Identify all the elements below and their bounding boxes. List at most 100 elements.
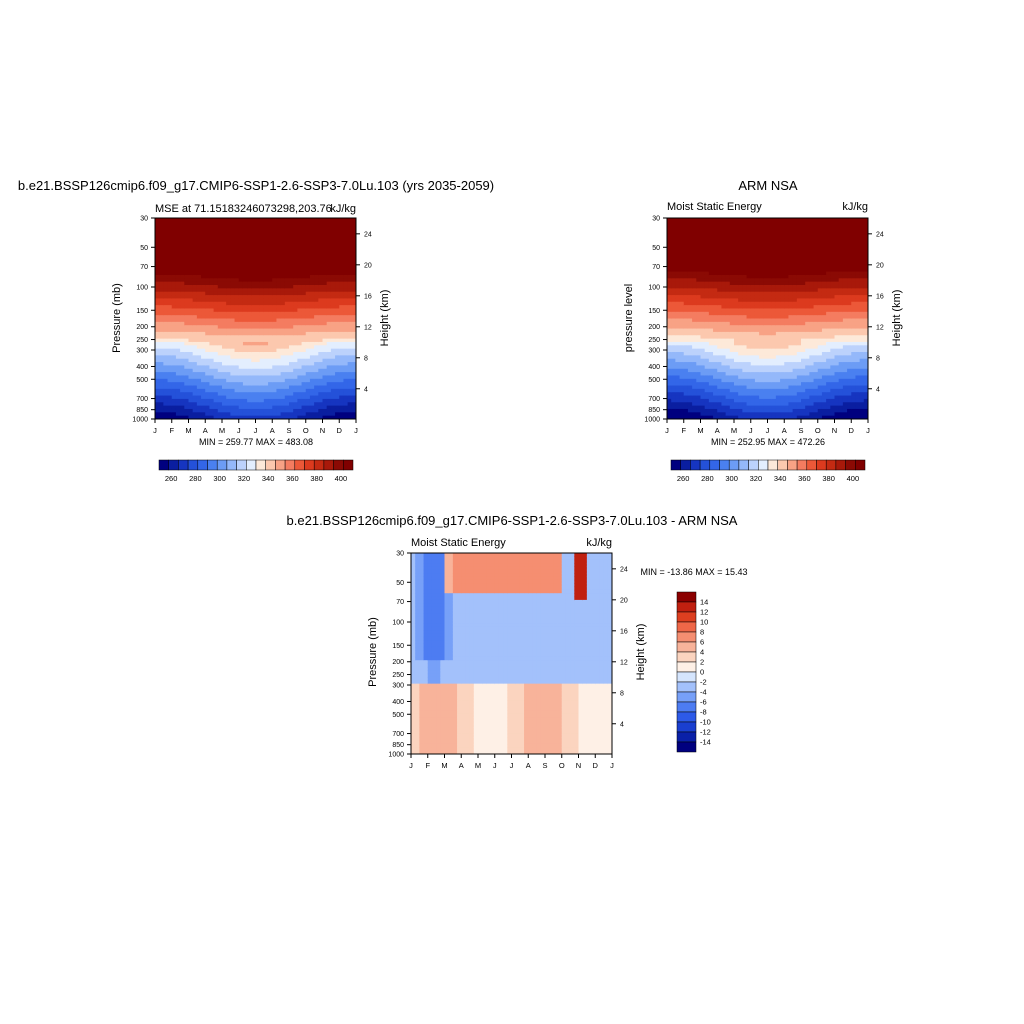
field-cell [209, 305, 215, 310]
field-cell [167, 328, 173, 333]
field-cell [339, 335, 345, 340]
field-cell [805, 231, 810, 236]
field-cell [788, 365, 794, 370]
field-cell [667, 308, 672, 313]
field-cell [272, 325, 278, 330]
field-cell [750, 382, 756, 387]
field-cell [335, 321, 340, 326]
field-cell [284, 345, 290, 350]
field-cell [742, 365, 748, 370]
field-cell [708, 352, 714, 356]
field-cell [196, 335, 202, 340]
field-cell [775, 408, 781, 413]
field-cell [729, 328, 735, 333]
field-cell [309, 352, 315, 356]
field-cell [238, 264, 244, 269]
field-cell [217, 281, 223, 286]
field-cell [330, 298, 336, 303]
field-cell [713, 382, 718, 387]
field-cell [242, 221, 248, 226]
field-cell [775, 234, 781, 239]
field-cell [667, 318, 672, 323]
field-cell [184, 268, 190, 273]
field-cell [759, 325, 764, 330]
field-cell [251, 218, 257, 222]
field-cell [675, 244, 681, 249]
field-cell [222, 258, 227, 263]
field-cell [289, 402, 294, 407]
field-cell [725, 372, 731, 377]
field-cell [289, 268, 294, 273]
colorbar-swatch [178, 459, 189, 471]
field-cell [201, 218, 206, 222]
field-cell [700, 298, 706, 303]
field-cell [351, 311, 356, 316]
field-cell [343, 398, 349, 403]
field-cell [184, 261, 190, 266]
field-cell [251, 368, 257, 373]
field-cell [771, 325, 777, 330]
field-cell [234, 341, 240, 346]
field-cell [188, 315, 194, 320]
field-cell [305, 321, 311, 326]
field-cell [309, 355, 315, 360]
field-cell [675, 291, 681, 296]
field-cell [713, 231, 718, 236]
field-cell [238, 241, 244, 246]
field-cell [280, 375, 286, 380]
field-cell [314, 405, 319, 410]
field-cell [272, 231, 278, 236]
field-cell [188, 395, 194, 400]
field-cell [725, 345, 731, 350]
field-cell [771, 234, 777, 239]
field-cell [330, 398, 336, 403]
field-cell [180, 244, 185, 249]
field-cell [322, 352, 328, 356]
field-cell [738, 341, 743, 346]
field-cell [692, 328, 697, 333]
field-cell [708, 392, 714, 397]
field-cell [213, 264, 219, 269]
field-cell [163, 331, 169, 336]
field-cell [297, 241, 303, 246]
field-cell [784, 238, 790, 243]
field-cell [196, 345, 202, 350]
field-cell [184, 298, 190, 303]
field-cell [289, 224, 294, 229]
field-cell [175, 382, 181, 387]
field-cell [217, 325, 223, 330]
field-cell [196, 385, 202, 390]
field-cell [687, 335, 693, 340]
field-cell [259, 244, 265, 249]
field-cell [297, 372, 303, 377]
field-cell [704, 382, 710, 387]
field-cell [713, 285, 718, 289]
field-cell [222, 278, 227, 283]
field-cell [713, 358, 718, 363]
field-cell [293, 341, 298, 346]
field-cell [175, 241, 181, 246]
field-cell [754, 405, 760, 410]
field-cell [683, 221, 689, 226]
field-cell [746, 321, 752, 326]
field-cell [775, 415, 781, 419]
field-cell [734, 238, 739, 243]
field-cell [339, 318, 345, 323]
field-cell [729, 241, 735, 246]
field-cell [667, 375, 672, 380]
field-cell [696, 248, 702, 253]
field-cell [163, 405, 169, 410]
field-cell [226, 325, 231, 330]
field-cell [284, 311, 290, 316]
field-cell [343, 362, 349, 366]
field-cell [683, 254, 689, 259]
field-cell [234, 241, 240, 246]
field-cell [301, 375, 307, 380]
field-cell [155, 325, 160, 330]
field-cell [750, 362, 756, 366]
field-cell [163, 305, 169, 310]
field-cell [209, 408, 215, 413]
field-cell [276, 388, 282, 393]
field-cell [796, 258, 802, 263]
field-cell [309, 362, 315, 366]
